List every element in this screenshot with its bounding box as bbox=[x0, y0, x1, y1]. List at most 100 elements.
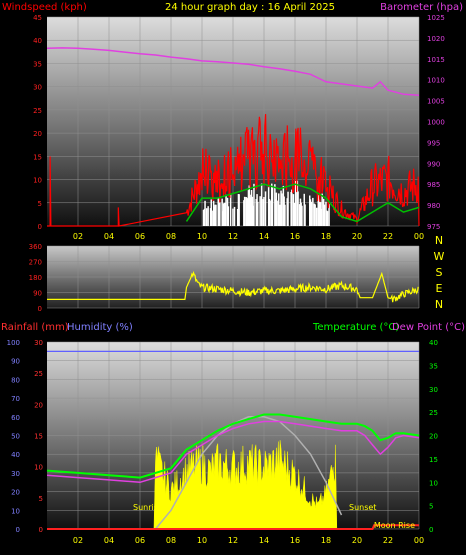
windspeed-line bbox=[47, 114, 420, 227]
gust-bar bbox=[246, 197, 248, 226]
y-tick-label: 50 bbox=[11, 433, 20, 441]
y-tick-label: 45 bbox=[33, 14, 42, 22]
y-tick-label: 40 bbox=[429, 339, 438, 347]
gust-bar bbox=[253, 183, 255, 226]
gust-bar bbox=[326, 211, 329, 226]
gust-bar bbox=[287, 191, 289, 226]
x-tick-label: 02 bbox=[73, 232, 83, 241]
gust-bar bbox=[255, 199, 257, 226]
y-tick-label: 10 bbox=[34, 464, 43, 472]
barometer-line bbox=[46, 47, 420, 96]
gust-bar bbox=[275, 192, 278, 226]
y-tick-label: 985 bbox=[427, 181, 440, 189]
moonrise-annotation: Moon Rise bbox=[374, 521, 415, 530]
x-tick-label: 12 bbox=[228, 536, 238, 545]
gust-bar bbox=[252, 205, 254, 226]
gust-bar bbox=[320, 208, 323, 226]
gust-bar bbox=[226, 197, 229, 226]
y-tick-label: 270 bbox=[29, 259, 42, 267]
gust-bar bbox=[251, 196, 254, 226]
gust-bar bbox=[284, 204, 286, 226]
y-tick-label: 70 bbox=[11, 395, 20, 403]
y-tick-label: 100 bbox=[7, 339, 20, 347]
y-tick-label: 1020 bbox=[427, 35, 445, 43]
y-tick-label: 40 bbox=[33, 37, 42, 45]
gust-bar bbox=[217, 197, 219, 226]
gust-bar bbox=[218, 197, 220, 226]
gust-bar bbox=[293, 202, 295, 226]
rainfall-line bbox=[47, 524, 419, 530]
y-tick-label: 25 bbox=[429, 409, 438, 417]
gust-bar bbox=[323, 204, 326, 226]
temperature-panel: 0 10 20 30 40 50 60 70 80 90 100 0 5 10 15 20 25 30 0 5 10… bbox=[7, 339, 438, 545]
y-tick-label: 1000 bbox=[427, 119, 445, 127]
gust-bar bbox=[282, 185, 285, 226]
gust-bar bbox=[328, 204, 330, 226]
gust-bar bbox=[267, 184, 270, 226]
gust-bar bbox=[215, 204, 217, 226]
humidity-axis-label: Humidity (%) bbox=[67, 322, 133, 333]
gust-bar bbox=[243, 196, 246, 226]
gust-bar bbox=[225, 194, 227, 226]
x-tick-label: 18 bbox=[321, 232, 331, 241]
gust-bar bbox=[315, 207, 318, 226]
gust-bar bbox=[292, 194, 295, 226]
sun-elevation-arc bbox=[154, 416, 343, 530]
x-tick-label: 10 bbox=[197, 232, 207, 241]
x-tick-label: 08 bbox=[166, 232, 176, 241]
gust-bar bbox=[317, 195, 319, 226]
x-tick-label: 00 bbox=[414, 232, 424, 241]
gust-bar bbox=[236, 209, 239, 226]
gust-bar bbox=[271, 183, 273, 226]
gust-bar bbox=[286, 198, 288, 226]
gust-bar bbox=[291, 189, 293, 226]
gust-bar bbox=[312, 197, 314, 226]
y-tick-label: 15 bbox=[33, 153, 42, 161]
y-tick-label: 1015 bbox=[427, 56, 445, 64]
gust-bar bbox=[264, 191, 267, 226]
gust-bar bbox=[325, 201, 327, 226]
rainfall-axis-label: Rainfall (mm) bbox=[1, 322, 69, 333]
y-tick-label: 1025 bbox=[427, 14, 445, 22]
dewpoint-line bbox=[46, 420, 420, 484]
y-tick-label: 0 bbox=[38, 305, 42, 313]
gust-bar bbox=[276, 200, 278, 226]
gust-bar bbox=[207, 206, 209, 226]
gust-bar bbox=[224, 202, 226, 226]
x-tick-label: 16 bbox=[290, 232, 300, 241]
x-tick-label: 22 bbox=[383, 232, 393, 241]
gust-bar bbox=[279, 204, 281, 226]
gust-bar bbox=[314, 204, 316, 226]
x-tick-label: 20 bbox=[352, 232, 362, 241]
y-tick-label: 80 bbox=[11, 376, 20, 384]
gust-bar bbox=[212, 210, 214, 226]
x-tick-label: 06 bbox=[135, 536, 145, 545]
gust-bar bbox=[227, 206, 230, 226]
y-tick-label: 25 bbox=[34, 370, 43, 378]
x-tick-label: 20 bbox=[352, 536, 362, 545]
y-tick-label: 990 bbox=[427, 160, 440, 168]
gust-bar bbox=[260, 183, 263, 226]
x-tick-label: 02 bbox=[73, 536, 83, 545]
x-tick-label: 12 bbox=[228, 232, 238, 241]
temperature-axis-label: Temperature (°C) bbox=[312, 322, 399, 333]
y-tick-label: 35 bbox=[33, 60, 42, 68]
gust-bar bbox=[281, 193, 283, 226]
y-tick-label: 0 bbox=[429, 526, 433, 534]
gust-bar bbox=[257, 201, 259, 226]
gust-bar bbox=[280, 190, 282, 226]
gust-bar bbox=[304, 204, 306, 226]
compass-label: S bbox=[436, 266, 443, 279]
gust-bar bbox=[278, 193, 280, 226]
y-tick-label: 10 bbox=[11, 507, 20, 515]
y-tick-label: 30 bbox=[33, 84, 42, 92]
x-tick-label: 10 bbox=[197, 536, 207, 545]
gust-bar bbox=[309, 199, 312, 226]
x-tick-label: 04 bbox=[104, 536, 114, 545]
y-tick-label: 15 bbox=[34, 433, 43, 441]
gust-bar bbox=[322, 198, 325, 226]
x-tick-label: 16 bbox=[290, 536, 300, 545]
y-tick-label: 30 bbox=[429, 386, 438, 394]
